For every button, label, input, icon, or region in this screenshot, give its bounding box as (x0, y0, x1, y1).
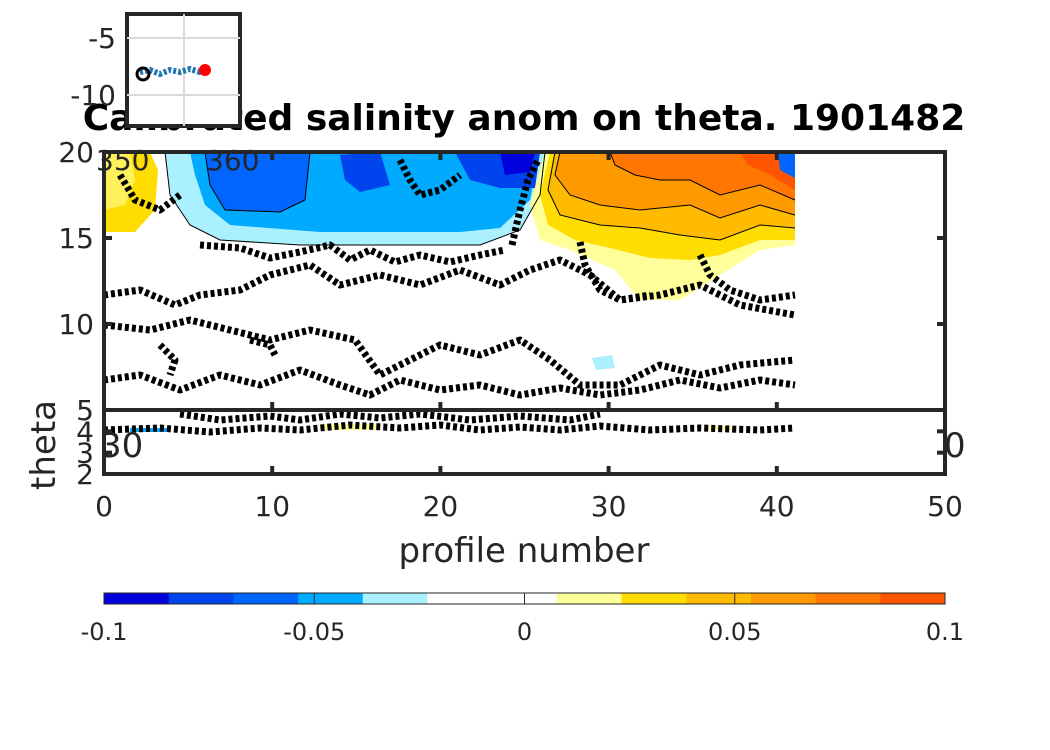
colorbar-segment (362, 593, 428, 604)
x-tick-label: 40 (759, 490, 795, 523)
zero-contour-8 (396, 158, 463, 199)
inset-float-track (139, 65, 209, 78)
anomaly-small-blue-right (778, 152, 795, 178)
y-tick-label: 5 (76, 394, 94, 427)
thin-contour-2 (547, 152, 796, 241)
colorbar-ticks: -0.1 -0.05 0 0.05 0.1 (81, 593, 964, 646)
y-tick-label: 15 (58, 222, 94, 255)
thin-contour-4 (609, 152, 796, 201)
zero-contour-5 (508, 158, 542, 246)
anomaly-region-negative-core (340, 152, 390, 192)
ghost-label-right: 0 (944, 426, 966, 466)
colorbar-segment (815, 593, 881, 604)
x-axis-label: profile number (399, 531, 650, 571)
colorbar-tick-label: 0 (517, 618, 532, 646)
thin-contour-5 (204, 152, 311, 213)
colorbar-segment (104, 593, 170, 604)
x-tick-label: 20 (423, 490, 459, 523)
colorbar-tick-label: 0.05 (708, 618, 761, 646)
inset-end-marker (199, 64, 211, 76)
inset-ytick-2: -10 (70, 79, 116, 112)
y-axis-label: theta (24, 400, 64, 490)
lower-zero-contour-1 (104, 421, 796, 436)
zero-contour-4 (199, 241, 506, 266)
thin-contour-1 (164, 152, 546, 246)
anomaly-region-left-positive-light (104, 152, 135, 210)
anomaly-region-negative-strong (205, 152, 310, 212)
colorbar-tick-label: -0.1 (81, 618, 128, 646)
inset-location-map: -5 -10 350 360 (70, 12, 259, 177)
y-tick-label: 3 (76, 437, 94, 470)
colorbar-segment (298, 593, 364, 604)
zero-contour-9 (116, 173, 183, 214)
lower-zero-contour-2 (179, 410, 601, 424)
y-tick-label: 4 (76, 415, 94, 448)
colorbar-segment (750, 593, 817, 604)
colorbar-segment (556, 593, 623, 604)
inset-xtick-2: 360 (206, 144, 259, 177)
zero-contour-6 (576, 241, 651, 304)
zero-contour-2 (104, 316, 796, 389)
zero-contour-11 (249, 336, 279, 357)
heatmap-upper-panel (104, 152, 796, 399)
x-tick-label: 0 (95, 490, 113, 523)
colorbar-tick-label: 0.1 (926, 618, 964, 646)
colorbar-segment (880, 593, 946, 604)
inset-xtick-1: 350 (96, 144, 149, 177)
anomaly-small-cyan-patch (592, 355, 615, 370)
y-tick-label: 2 (76, 458, 94, 491)
zero-contour-10 (157, 342, 179, 377)
colorbar-segment (686, 593, 752, 604)
zero-contour-1 (104, 256, 796, 319)
y-tick-label: 10 (58, 308, 94, 341)
heatmap-lower-panel (104, 410, 796, 436)
colorbar-segment (621, 593, 687, 604)
zero-contour-7 (696, 253, 796, 304)
colorbar-segment (427, 593, 493, 604)
anomaly-region-negative-core-3 (500, 152, 535, 175)
zero-contour-3 (104, 366, 796, 399)
colorbar-segment (168, 593, 234, 604)
plot-frame (102, 150, 947, 476)
inset-start-marker (135, 66, 151, 82)
colorbar-tick-label: -0.05 (283, 618, 345, 646)
x-tick-label: 30 (591, 490, 627, 523)
thin-contour-3 (554, 152, 796, 219)
x-tick-label: 10 (254, 490, 290, 523)
colorbar-segment (233, 593, 299, 604)
x-axis-ticks: 0 10 20 30 40 50 (95, 152, 963, 523)
y-tick-label: 20 (58, 136, 94, 169)
inset-ytick-1: -5 (88, 22, 116, 55)
x-tick-label: 50 (927, 490, 963, 523)
